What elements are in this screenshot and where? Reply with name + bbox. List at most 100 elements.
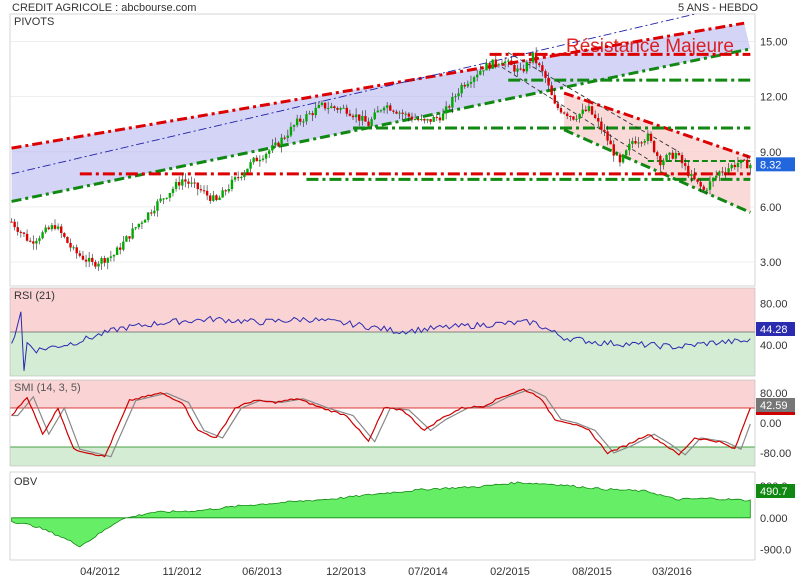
candle-body — [246, 168, 249, 173]
candle-body — [525, 62, 529, 72]
candle-body — [423, 118, 426, 121]
candle-body — [56, 226, 60, 229]
candle-body — [522, 68, 525, 72]
candle-body — [708, 181, 712, 190]
candle-body — [457, 93, 460, 97]
candle-body — [50, 225, 54, 230]
candle-body — [370, 119, 373, 126]
candle-body — [575, 118, 578, 120]
candle-body — [317, 104, 321, 108]
candle-body — [485, 63, 488, 71]
rsi-value-badge: 44.28 — [756, 322, 795, 336]
candle-body — [534, 52, 538, 64]
candle-body — [47, 227, 51, 230]
candle-body — [224, 190, 227, 192]
candle-body — [379, 110, 383, 112]
candle-body — [671, 152, 674, 159]
candle-body — [469, 81, 473, 84]
candle-body — [13, 221, 16, 228]
candle-body — [112, 255, 116, 257]
candle-body — [578, 113, 581, 119]
candle-body — [252, 157, 255, 163]
price-value-badge: 8.32 — [756, 157, 795, 172]
candle-body — [233, 177, 237, 180]
candle-body — [106, 257, 109, 263]
candle-body — [693, 174, 696, 180]
candle-body — [53, 225, 57, 229]
candle-body — [199, 189, 203, 191]
smi-panel: SMI (14, 3, 5) 80.00 0.00 -80.00 42.59 — [9, 379, 795, 467]
rsi-tick-label: 80.00 — [760, 299, 788, 311]
candle-body — [280, 137, 283, 147]
candle-body — [528, 62, 532, 64]
candle-body — [432, 116, 435, 122]
candle-body — [401, 112, 404, 114]
candle-body — [420, 118, 423, 121]
obv-label: OBV — [14, 476, 38, 488]
candle-body — [308, 113, 311, 115]
candle-body — [407, 113, 411, 117]
candle-body — [125, 236, 128, 242]
candle-body — [25, 233, 29, 241]
candle-body — [395, 111, 398, 114]
obv-tick-label: -900.0 — [760, 544, 791, 556]
smi-value-badge: 42.59 — [756, 398, 795, 415]
candle-body — [472, 77, 476, 82]
candle-body — [699, 181, 702, 187]
candle-body — [538, 63, 541, 66]
candle-body — [283, 137, 286, 139]
candle-body — [385, 105, 389, 108]
candle-body — [274, 142, 277, 146]
candle-body — [618, 154, 622, 163]
chart-period: 5 ANS - HEBDO — [678, 2, 759, 14]
candle-body — [171, 188, 175, 193]
candle-body — [696, 179, 699, 182]
candle-body — [628, 143, 631, 151]
candle-body — [212, 195, 215, 201]
ascending-channel-upper — [11, 21, 745, 150]
candle-body — [398, 112, 401, 114]
candle-body — [84, 259, 88, 262]
candle-body — [475, 74, 479, 78]
candle-body — [295, 118, 299, 126]
candle-body — [497, 64, 501, 66]
candle-body — [128, 236, 131, 239]
candle-body — [264, 153, 268, 159]
candle-body — [466, 83, 470, 87]
candle-body — [531, 52, 535, 63]
candle-body — [205, 190, 209, 196]
candle-body — [221, 190, 224, 198]
candle-body — [416, 119, 420, 121]
candle-body — [137, 223, 141, 228]
candle-body — [196, 182, 200, 190]
candle-body — [277, 142, 280, 147]
candle-body — [10, 221, 13, 223]
candle-body — [72, 247, 75, 249]
candle-body — [286, 135, 290, 138]
smi-y-ticks: 80.00 0.00 -80.00 — [760, 388, 791, 460]
candle-body — [168, 192, 172, 198]
candle-body — [749, 164, 752, 169]
candle-body — [348, 113, 352, 116]
candle-body — [209, 195, 212, 201]
candle-body — [727, 168, 730, 173]
candle-body — [711, 177, 715, 182]
obv-panel: OBV 900.00.000-900.0 490.7 — [9, 471, 795, 561]
candle-body — [302, 121, 305, 123]
candle-body — [606, 131, 609, 141]
candle-body — [640, 142, 643, 144]
candle-body — [547, 77, 550, 86]
candle-body — [674, 153, 678, 159]
candle-body — [609, 140, 612, 145]
candle-body — [624, 150, 628, 156]
candle-body — [258, 159, 262, 162]
candle-body — [584, 109, 588, 112]
candle-body — [569, 115, 572, 117]
candle-body — [603, 129, 606, 132]
candle-body — [507, 60, 510, 62]
candle-body — [544, 71, 547, 78]
candle-body — [240, 177, 243, 179]
candle-body — [44, 227, 47, 233]
candle-body — [181, 179, 184, 186]
x-axis-ticks: 04/2012 11/2012 06/2013 12/2013 07/2014 02/20… — [80, 566, 692, 578]
